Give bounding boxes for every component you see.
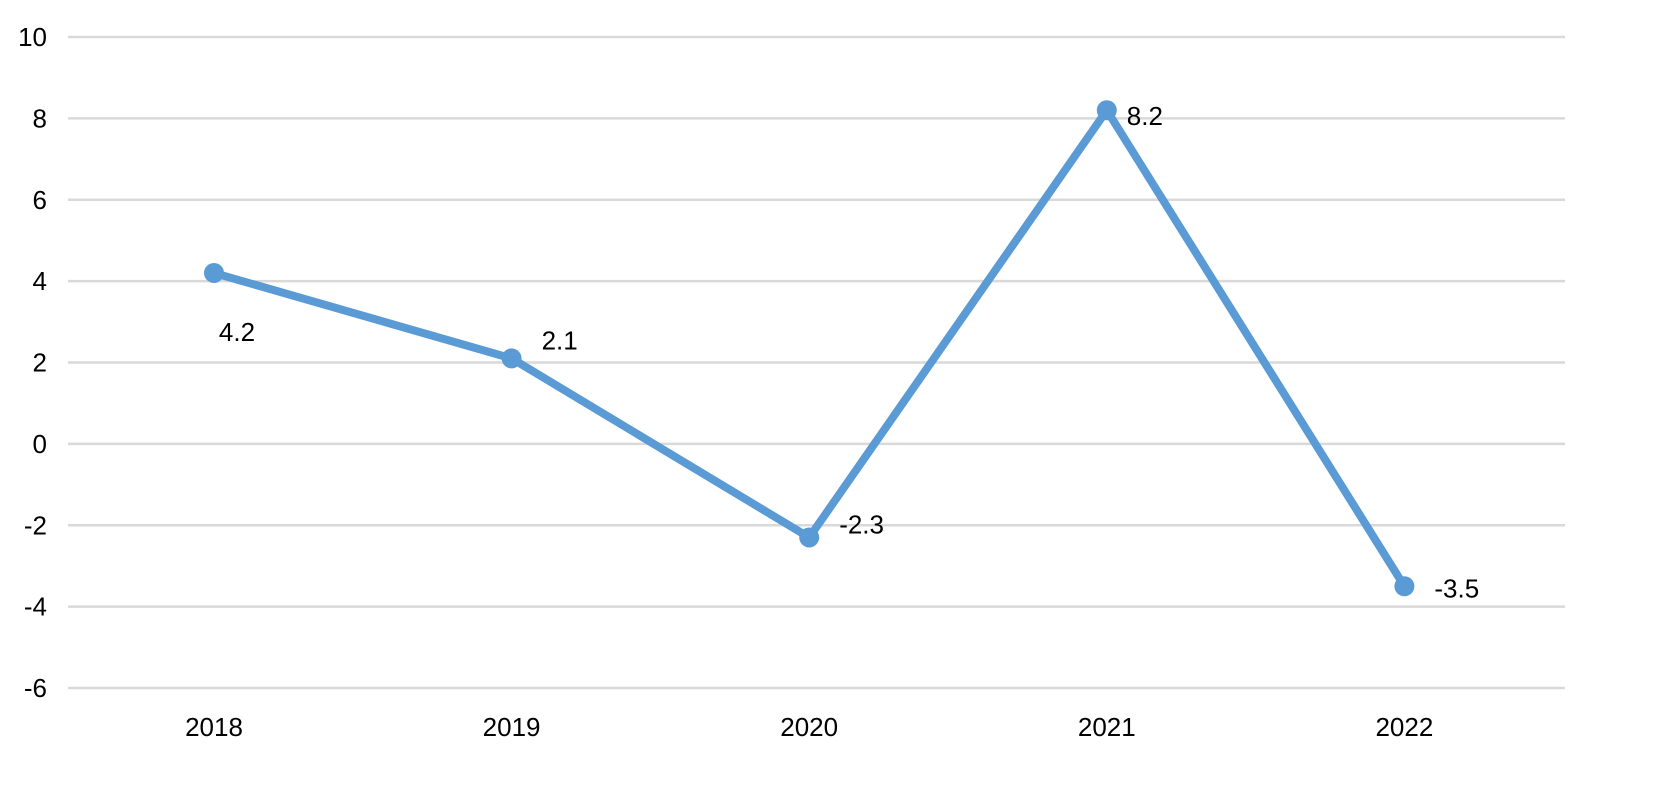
y-tick-label: 10 [18,22,47,52]
series-line [210,106,1409,591]
y-tick-label: 2 [33,348,47,378]
data-label-2021: 8.2 [1127,101,1163,131]
y-tick-label: 8 [33,103,47,133]
y-tick-label: -6 [24,673,47,703]
x-tick-label: 2019 [483,712,541,742]
gridlines [68,35,1565,690]
y-tick-label: 4 [33,266,47,296]
x-axis-tick-labels: 2018 2019 2020 2021 2022 [185,712,1433,742]
data-point-2022 [1394,576,1415,597]
x-tick-label: 2020 [780,712,838,742]
data-markers [204,100,1415,597]
y-tick-label: 6 [33,185,47,215]
data-label-2018: 4.2 [219,317,255,347]
y-tick-label: -4 [24,592,47,622]
y-axis-tick-labels: 10 8 6 4 2 0 -2 -4 -6 [18,22,47,703]
data-labels: 4.2 2.1 -2.3 8.2 -3.5 [219,101,1479,603]
y-tick-label: -2 [24,510,47,540]
data-point-2018 [204,262,224,283]
data-point-2019 [501,348,522,369]
x-tick-label: 2018 [185,712,243,742]
data-label-2019: 2.1 [542,325,578,355]
y-tick-label: 0 [33,429,47,459]
x-tick-label: 2021 [1078,712,1136,742]
data-label-2022: -3.5 [1434,573,1479,603]
data-point-2021 [1096,100,1117,121]
series-line-layer [210,106,1409,591]
data-label-2020: -2.3 [839,509,884,539]
data-point-2020 [799,527,820,548]
x-tick-label: 2022 [1375,712,1433,742]
